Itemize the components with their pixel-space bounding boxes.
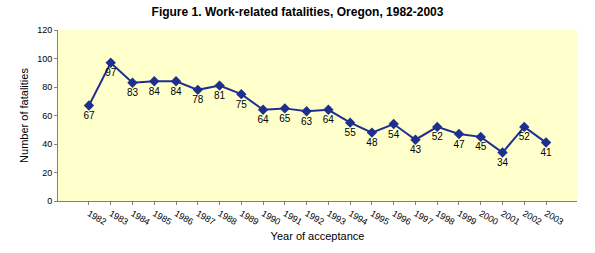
svg-text:48: 48 bbox=[366, 137, 378, 148]
svg-text:1984: 1984 bbox=[129, 208, 151, 227]
svg-text:45: 45 bbox=[475, 141, 487, 152]
svg-text:55: 55 bbox=[345, 127, 357, 138]
svg-text:40: 40 bbox=[42, 139, 52, 149]
svg-text:43: 43 bbox=[410, 144, 422, 155]
svg-text:34: 34 bbox=[497, 157, 509, 168]
svg-text:47: 47 bbox=[453, 139, 465, 150]
svg-text:1997: 1997 bbox=[412, 208, 434, 227]
svg-text:1987: 1987 bbox=[195, 208, 217, 227]
svg-text:84: 84 bbox=[170, 86, 182, 97]
svg-text:54: 54 bbox=[388, 129, 400, 140]
svg-text:Figure 1. Work-related fatalit: Figure 1. Work-related fatalities, Orego… bbox=[152, 5, 444, 19]
svg-text:1992: 1992 bbox=[303, 208, 325, 227]
svg-text:65: 65 bbox=[279, 113, 291, 124]
svg-text:1982: 1982 bbox=[86, 208, 108, 227]
svg-text:Number of fatalities: Number of fatalities bbox=[18, 68, 30, 163]
svg-text:97: 97 bbox=[105, 67, 117, 78]
svg-text:80: 80 bbox=[42, 82, 52, 92]
svg-text:1990: 1990 bbox=[260, 208, 282, 227]
svg-text:52: 52 bbox=[519, 131, 531, 142]
svg-text:60: 60 bbox=[42, 111, 52, 121]
svg-text:64: 64 bbox=[323, 114, 335, 125]
svg-text:1993: 1993 bbox=[325, 208, 347, 227]
svg-text:2000: 2000 bbox=[478, 208, 500, 227]
svg-text:67: 67 bbox=[83, 110, 95, 121]
svg-text:78: 78 bbox=[192, 94, 204, 105]
svg-text:83: 83 bbox=[127, 87, 139, 98]
svg-text:120: 120 bbox=[37, 25, 52, 35]
svg-text:0: 0 bbox=[47, 196, 52, 206]
svg-text:64: 64 bbox=[258, 114, 270, 125]
svg-text:1995: 1995 bbox=[369, 208, 391, 227]
svg-text:41: 41 bbox=[540, 147, 552, 158]
svg-text:84: 84 bbox=[149, 86, 161, 97]
svg-text:1998: 1998 bbox=[434, 208, 456, 227]
svg-text:100: 100 bbox=[37, 54, 52, 64]
svg-text:63: 63 bbox=[301, 116, 313, 127]
svg-text:1989: 1989 bbox=[238, 208, 260, 227]
svg-text:2002: 2002 bbox=[521, 208, 543, 227]
svg-text:1994: 1994 bbox=[347, 208, 369, 227]
svg-text:1983: 1983 bbox=[107, 208, 129, 227]
svg-text:81: 81 bbox=[214, 90, 226, 101]
svg-text:2001: 2001 bbox=[499, 208, 521, 227]
svg-text:1991: 1991 bbox=[282, 208, 304, 227]
svg-text:1985: 1985 bbox=[151, 208, 173, 227]
svg-text:1988: 1988 bbox=[216, 208, 238, 227]
svg-text:1999: 1999 bbox=[456, 208, 478, 227]
svg-text:75: 75 bbox=[236, 99, 248, 110]
svg-text:1986: 1986 bbox=[173, 208, 195, 227]
svg-text:Year of acceptance: Year of acceptance bbox=[271, 230, 365, 242]
svg-text:2003: 2003 bbox=[543, 208, 565, 227]
svg-text:52: 52 bbox=[432, 131, 444, 142]
svg-text:1996: 1996 bbox=[390, 208, 412, 227]
svg-text:20: 20 bbox=[42, 168, 52, 178]
